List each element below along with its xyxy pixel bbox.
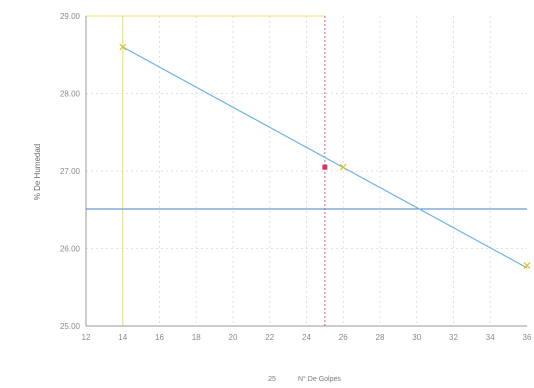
grid-lines [86, 15, 527, 326]
trendline [122, 46, 528, 269]
y-axis-title: % De Humedad [33, 144, 42, 200]
x-tick-label-30: 30 [412, 333, 421, 342]
x-tick-label-26: 26 [339, 333, 348, 342]
y-tick-label-29.00: 29.00 [60, 12, 81, 21]
legend: 25 N° De Golpes [268, 375, 341, 383]
x-tick-label-16: 16 [155, 333, 164, 342]
x-tick-label-24: 24 [302, 333, 311, 342]
y-tick-label-26.00: 26.00 [60, 245, 81, 254]
y-tick-label-25.00: 25.00 [60, 322, 81, 331]
marker-stroke [119, 43, 127, 51]
axes [85, 16, 527, 327]
x-tick-labels: 12 14 16 18 20 22 24 26 28 30 32 34 36 [82, 333, 532, 342]
data-points [119, 43, 531, 269]
y-tick-label-27.00: 27.00 [60, 167, 81, 176]
reference-lines [86, 16, 527, 326]
x-tick-label-20: 20 [229, 333, 238, 342]
x-axis-title: N° De Golpes [298, 375, 341, 383]
x-tick-label-34: 34 [486, 333, 495, 342]
marker-stroke [339, 163, 347, 171]
x-tick-label-14: 14 [118, 333, 127, 342]
data-point-square-marker [322, 164, 328, 170]
x-tick-label-36: 36 [523, 333, 532, 342]
x-tick-label-12: 12 [82, 333, 91, 342]
data-point-x-marker [339, 163, 347, 171]
marker-stroke [523, 262, 531, 269]
legend-marker-label: 25 [268, 376, 276, 383]
x-tick-label-32: 32 [449, 333, 458, 342]
x-tick-label-22: 22 [265, 333, 274, 342]
y-tick-label-28.00: 28.00 [60, 90, 81, 99]
trendline-group [122, 46, 528, 269]
data-point-x-marker [119, 43, 127, 51]
y-tick-labels: 25.00 26.00 27.00 28.00 29.00 [60, 12, 81, 331]
data-point-x-marker [523, 262, 531, 269]
x-tick-label-18: 18 [192, 333, 201, 342]
x-tick-label-28: 28 [376, 333, 385, 342]
